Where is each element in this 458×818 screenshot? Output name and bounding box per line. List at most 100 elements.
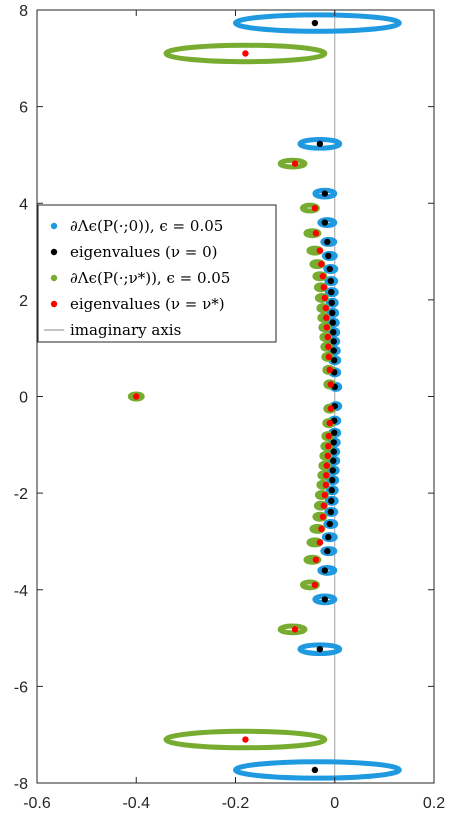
eigenvalue-nu0-31 <box>330 448 337 455</box>
y-tick-label: -2 <box>14 486 28 503</box>
eigenvalue-nustar-17 <box>327 381 334 388</box>
eigenvalue-nustar-10 <box>322 304 330 312</box>
eigenvalue-nustar-16 <box>326 366 333 374</box>
eigenvalue-nu0-29 <box>329 467 336 474</box>
eigenvalue-layer <box>133 19 338 774</box>
eigenvalue-nustar-27 <box>322 481 330 489</box>
y-tick-label: 8 <box>19 3 28 20</box>
eigenvalue-nustar-26 <box>321 491 329 499</box>
y-tick-label: 0 <box>19 390 28 407</box>
legend: ∂Λϵ(P(·;0)), ϵ = 0.05 eigenvalues (ν = 0)… <box>37 204 277 343</box>
eigenvalue-nu0-20 <box>321 596 329 603</box>
y-tick-label: -8 <box>14 776 28 793</box>
eigenvalue-nustar-19 <box>291 626 299 633</box>
eigenvalue-nustar-12 <box>323 324 331 331</box>
eigenvalue-nu0-2 <box>321 190 329 197</box>
eigenvalue-nu0-30 <box>330 457 337 464</box>
eigenvalue-nustar-23 <box>318 525 325 533</box>
x-tick-label: -0.4 <box>122 795 150 812</box>
eigenvalue-nustar-13 <box>324 333 332 341</box>
legend-label: ∂Λϵ(P(·;ν*)), ϵ = 0.05 <box>70 269 230 287</box>
eigenvalue-nu0-9 <box>328 299 335 306</box>
eigenvalue-nustar-8 <box>320 284 328 291</box>
eigenvalue-nu0-21 <box>321 567 329 574</box>
contour-nu0-6 <box>317 217 338 228</box>
x-tick-label: 0 <box>330 795 339 812</box>
eigenvalue-nustar-22 <box>316 539 324 546</box>
legend-box <box>37 204 277 343</box>
contour-nustar-4 <box>277 623 308 636</box>
legend-label: ∂Λϵ(P(·;0)), ϵ = 0.05 <box>70 217 223 235</box>
eigenvalue-nu0-22 <box>324 547 331 555</box>
eigenvalue-nu0-7 <box>327 277 334 285</box>
legend-marker-dot <box>50 222 58 230</box>
eigenvalue-nu0-4 <box>324 238 331 246</box>
contour-nu0-4 <box>312 187 338 200</box>
legend-marker-dot <box>50 274 58 282</box>
contour-nu0-1 <box>233 759 402 781</box>
legend-marker-dot <box>50 248 58 256</box>
eigenvalue-nustar-7 <box>319 273 327 280</box>
eigenvalue-nustar-32 <box>325 432 332 440</box>
eigenvalue-nustar-15 <box>325 353 332 361</box>
eigenvalue-nustar-30 <box>324 452 332 460</box>
eigenvalue-nustar-0 <box>133 393 140 400</box>
eigenvalue-nu0-14 <box>330 347 337 354</box>
eigenvalue-nu0-19 <box>316 645 324 653</box>
eigenvalue-nu0-24 <box>326 520 333 528</box>
eigenvalue-nu0-1 <box>316 140 324 148</box>
eigenvalue-nu0-33 <box>331 429 338 436</box>
eigenvalue-nustar-5 <box>316 247 324 254</box>
plot-frame <box>36 9 435 784</box>
legend-label: eigenvalues (ν = ν*) <box>70 295 225 313</box>
contour-nu0-5 <box>312 593 338 606</box>
eigenvalue-nu0-15 <box>331 357 338 364</box>
eigenvalue-nu0-23 <box>325 533 332 541</box>
legend-marker-dot <box>50 300 58 308</box>
eigenvalue-nustar-2 <box>291 160 299 167</box>
eigenvalue-nustar-11 <box>323 314 330 321</box>
y-tick-label: 4 <box>19 196 28 213</box>
eigenvalue-nu0-12 <box>330 329 337 336</box>
eigenvalue-nustar-3 <box>311 204 319 212</box>
eigenvalue-nustar-34 <box>327 405 334 412</box>
eigenvalue-nustar-33 <box>326 419 333 427</box>
eigenvalue-nu0-6 <box>326 265 333 273</box>
eigenvalue-nu0-13 <box>330 338 337 345</box>
contour-nustar-1 <box>163 42 328 65</box>
contour-layer <box>127 12 402 781</box>
eigenvalue-nustar-25 <box>320 502 328 509</box>
x-tick-label: -0.2 <box>222 795 250 812</box>
eigenvalue-nu0-8 <box>328 288 335 296</box>
x-tick-label: 0.2 <box>423 795 445 812</box>
contour-nustar-2 <box>163 728 328 751</box>
eigenvalue-nu0-18 <box>311 766 319 774</box>
eigenvalue-nu0-10 <box>329 309 336 317</box>
eigenvalue-nu0-28 <box>329 476 336 484</box>
eigenvalue-nu0-3 <box>321 219 329 226</box>
eigenvalue-nu0-25 <box>327 508 334 516</box>
x-tick-label: -0.6 <box>23 795 51 812</box>
eigenvalue-nustar-1 <box>242 50 249 57</box>
eigenvalue-nustar-18 <box>242 736 249 743</box>
eigenvalue-nu0-27 <box>328 487 335 494</box>
contour-nu0-3 <box>297 642 343 657</box>
eigenvalue-nustar-31 <box>325 443 332 450</box>
y-tick-label: 2 <box>19 293 28 310</box>
legend-label: eigenvalues (ν = 0) <box>70 243 218 261</box>
eigenvalue-nu0-26 <box>328 497 335 505</box>
contour-nu0-7 <box>317 565 338 576</box>
eigenvalue-nustar-9 <box>321 294 329 302</box>
eigenvalue-nustar-4 <box>312 230 320 237</box>
eigenvalue-nustar-20 <box>311 581 319 589</box>
tick-layer: -0.6 -0.4 -0.2 0 0.2 -8 -6 -4 -2 0 2 4 6 8 <box>14 3 445 812</box>
eigenvalue-nustar-14 <box>325 343 332 350</box>
y-tick-label: -6 <box>14 679 28 696</box>
legend-entries: ∂Λϵ(P(·;0)), ϵ = 0.05 eigenvalues (ν = 0)… <box>44 217 230 339</box>
eigenvalue-nustar-21 <box>312 556 320 563</box>
eigenvalue-nustar-28 <box>323 472 330 479</box>
eigenvalue-nu0-32 <box>330 439 337 446</box>
contour-nu0-0 <box>233 12 402 34</box>
y-tick-label: 6 <box>19 100 28 117</box>
